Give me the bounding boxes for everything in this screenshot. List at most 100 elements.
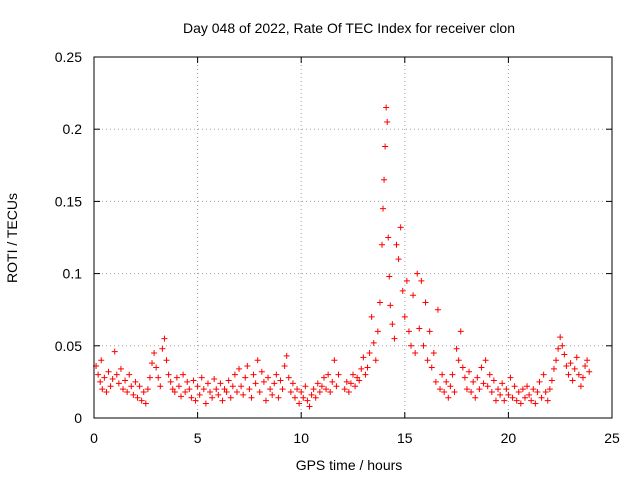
data-point xyxy=(372,357,379,364)
data-point xyxy=(250,371,257,378)
data-point xyxy=(97,378,104,385)
data-point xyxy=(488,389,495,396)
data-point xyxy=(521,394,528,401)
data-point xyxy=(447,383,454,390)
data-point xyxy=(374,328,381,335)
data-point xyxy=(219,397,226,404)
data-point xyxy=(505,391,512,398)
data-point xyxy=(236,365,243,372)
data-point xyxy=(382,143,389,150)
data-point xyxy=(515,389,522,396)
data-point xyxy=(482,357,489,364)
data-point xyxy=(492,397,499,404)
data-point xyxy=(171,389,178,396)
data-point xyxy=(117,365,124,372)
data-point xyxy=(412,350,419,357)
data-point xyxy=(331,357,338,364)
data-point xyxy=(343,378,350,385)
data-point xyxy=(306,403,313,410)
data-point xyxy=(128,383,135,390)
data-point xyxy=(291,394,298,401)
data-point xyxy=(449,371,456,378)
data-point xyxy=(501,397,508,404)
data-point xyxy=(122,377,129,384)
data-point xyxy=(418,277,425,284)
data-point xyxy=(490,377,497,384)
data-point xyxy=(463,386,470,393)
data-point xyxy=(159,345,166,352)
data-point xyxy=(563,363,570,370)
data-point xyxy=(153,364,160,371)
data-point xyxy=(204,380,211,387)
data-point xyxy=(238,383,245,390)
data-point xyxy=(273,371,280,378)
data-point xyxy=(519,386,526,393)
data-point xyxy=(565,371,572,378)
y-axis-label: ROTI / TECUs xyxy=(4,193,20,283)
data-point xyxy=(507,374,514,381)
data-point xyxy=(434,306,441,313)
data-point xyxy=(426,328,433,335)
data-point xyxy=(287,389,294,396)
data-point xyxy=(546,386,553,393)
data-point xyxy=(296,400,303,407)
data-point xyxy=(196,391,203,398)
data-point xyxy=(260,378,267,385)
data-point xyxy=(439,371,446,378)
x-axis-ticks: 0 5 10 15 20 25 xyxy=(90,57,620,446)
data-point xyxy=(472,394,479,401)
data-point xyxy=(586,368,593,375)
data-point xyxy=(443,378,450,385)
data-point xyxy=(386,273,393,280)
data-point xyxy=(401,313,408,320)
data-point xyxy=(188,394,195,401)
data-point xyxy=(468,389,475,396)
data-point xyxy=(113,371,120,378)
data-point xyxy=(304,397,311,404)
data-point xyxy=(192,397,199,404)
data-point xyxy=(397,224,404,231)
plot-frame xyxy=(93,56,613,419)
data-point xyxy=(327,389,334,396)
data-point xyxy=(256,389,263,396)
data-point xyxy=(318,383,325,390)
data-point xyxy=(532,400,539,407)
data-point xyxy=(246,386,253,393)
data-point xyxy=(163,357,170,364)
data-point xyxy=(180,371,187,378)
data-point xyxy=(335,371,342,378)
data-point xyxy=(358,365,365,372)
x-tick-label: 25 xyxy=(604,430,620,446)
data-point xyxy=(254,357,261,364)
data-point xyxy=(553,357,560,364)
data-point xyxy=(513,397,520,404)
data-point xyxy=(184,378,191,385)
data-point xyxy=(550,365,557,372)
data-point xyxy=(534,389,541,396)
data-point xyxy=(455,357,462,364)
data-point xyxy=(314,380,321,387)
data-point xyxy=(209,394,216,401)
data-point xyxy=(499,380,506,387)
data-point xyxy=(399,287,406,294)
data-point xyxy=(540,371,547,378)
data-point xyxy=(352,383,359,390)
data-point xyxy=(582,363,589,370)
x-tick-label: 5 xyxy=(194,430,202,446)
data-point xyxy=(200,386,207,393)
data-point xyxy=(366,350,373,357)
y-tick-label: 0.15 xyxy=(55,193,82,209)
data-point xyxy=(432,378,439,385)
data-point xyxy=(575,371,582,378)
data-point xyxy=(285,374,292,381)
data-point xyxy=(389,321,396,328)
data-point xyxy=(511,383,518,390)
y-tick-label: 0.25 xyxy=(55,49,82,65)
data-point xyxy=(495,386,502,393)
data-point xyxy=(422,299,429,306)
data-point xyxy=(457,328,464,335)
data-point xyxy=(503,386,510,393)
data-point xyxy=(298,389,305,396)
data-point xyxy=(258,368,265,375)
